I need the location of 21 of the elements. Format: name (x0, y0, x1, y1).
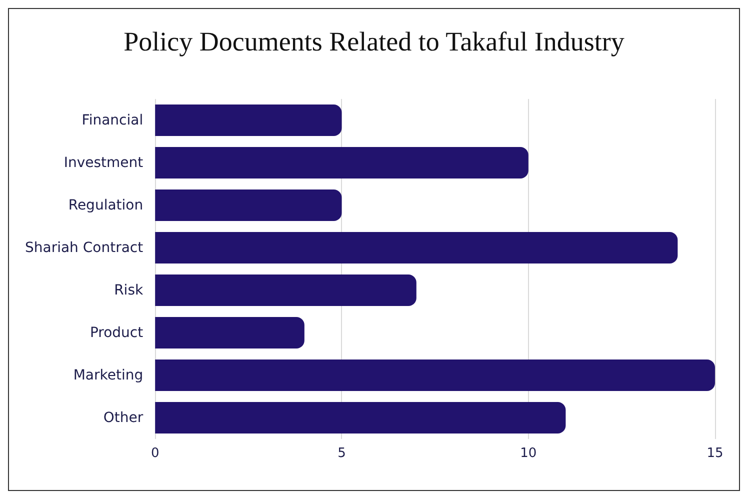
bar (155, 104, 342, 136)
y-tick-label: Marketing (73, 367, 144, 384)
y-tick-label: Shariah Contract (24, 240, 144, 256)
y-tick-label: Product (90, 324, 144, 341)
x-tick-label: 10 (520, 446, 537, 461)
bar (155, 147, 528, 178)
x-tick-label: 0 (150, 446, 160, 461)
x-tick-label: 5 (338, 446, 346, 461)
y-tick-label: Investment (64, 154, 144, 171)
bar (155, 360, 715, 391)
y-tick-label: Risk (114, 282, 144, 298)
y-tick-label: Financial (82, 112, 144, 128)
bar (155, 232, 678, 264)
chart-title: Policy Documents Related to Takaful Industry (124, 26, 625, 56)
y-tick-label: Other (103, 410, 144, 426)
bar (155, 402, 566, 434)
bar (155, 317, 304, 348)
x-tick-label: 15 (706, 446, 724, 461)
y-tick-label: Regulation (68, 197, 144, 214)
bar (155, 274, 416, 306)
bar (155, 190, 342, 221)
